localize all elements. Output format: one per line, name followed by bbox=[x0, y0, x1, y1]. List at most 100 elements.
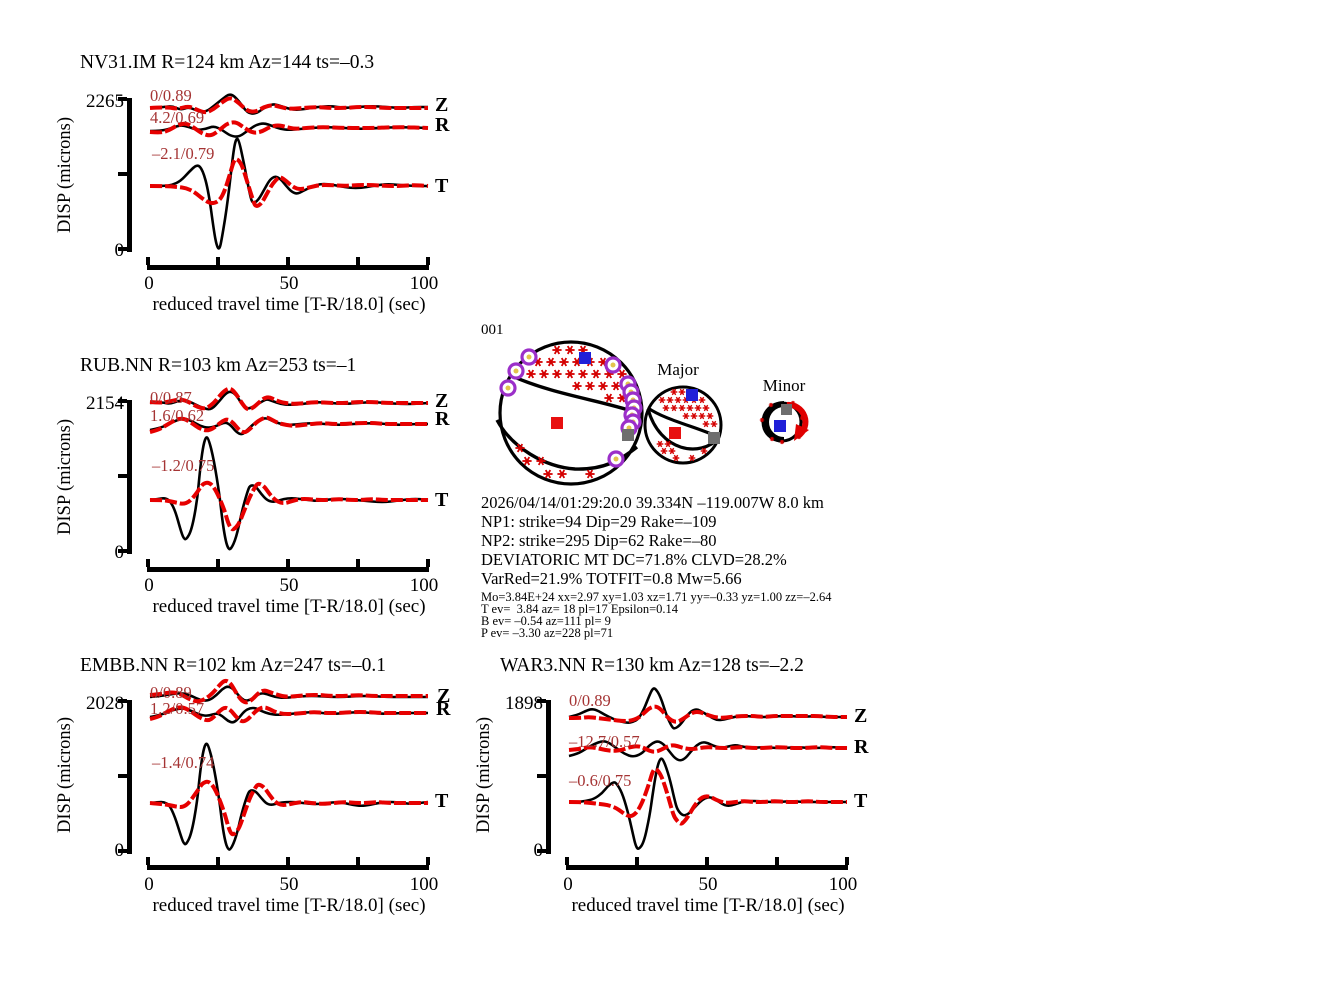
panel3-xtick-50: 50 bbox=[279, 874, 299, 895]
asterisk-stroke bbox=[553, 345, 561, 355]
asterisk-stroke bbox=[800, 415, 804, 421]
asterisk-stroke bbox=[689, 454, 695, 462]
asterisk-stroke bbox=[523, 456, 531, 466]
x-axis-tick bbox=[356, 857, 360, 865]
asterisk-icon bbox=[698, 396, 706, 404]
y-axis-tick bbox=[118, 549, 127, 553]
x-axis-bar bbox=[147, 865, 429, 870]
asterisk-stroke bbox=[669, 447, 675, 455]
asterisk-stroke bbox=[527, 369, 535, 379]
asterisk-stroke bbox=[691, 412, 697, 420]
y-axis-tick bbox=[118, 247, 127, 251]
panel1-ylabel: DISP (microns) bbox=[55, 117, 75, 233]
t-axis-line: T ev= 3.84 az= 18 pl=17 Epsilon=0.14 bbox=[481, 602, 679, 616]
marker-gray-square bbox=[622, 429, 634, 441]
panel1-xtick-0: 0 bbox=[144, 273, 154, 294]
asterisk-stroke bbox=[599, 357, 607, 367]
y-axis-tick bbox=[118, 474, 127, 478]
panel3-fit-r: 1.2/0.57 bbox=[150, 699, 205, 718]
varred-line: VarRed=21.9% TOTFIT=0.8 Mw=5.66 bbox=[481, 569, 742, 588]
panel1-xtick-50: 50 bbox=[279, 273, 299, 294]
asterisk-icon bbox=[666, 396, 674, 404]
asterisk-stroke bbox=[592, 369, 600, 379]
b-axis-line: B ev= –0.54 az=111 pl= 9 bbox=[481, 614, 611, 628]
panel2-fit-z: 0/0.87 bbox=[150, 388, 192, 407]
asterisk-icon bbox=[526, 369, 536, 379]
panel3-xtick-100: 100 bbox=[409, 874, 439, 895]
asterisk-icon bbox=[686, 404, 694, 412]
panel4-xtick-0: 0 bbox=[563, 874, 573, 895]
asterisk-icon bbox=[694, 404, 702, 412]
asterisk-stroke bbox=[566, 345, 574, 355]
asterisk-stroke bbox=[586, 381, 594, 391]
panel2-ylabel: DISP (microns) bbox=[55, 419, 75, 535]
panel4-comp-z: Z bbox=[854, 705, 868, 727]
asterisk-icon bbox=[796, 434, 802, 440]
asterisk-icon bbox=[678, 404, 686, 412]
panel1-ymax: 2265 bbox=[86, 91, 124, 112]
asterisk-stroke bbox=[659, 396, 665, 404]
asterisk-icon bbox=[768, 402, 774, 408]
asterisk-stroke bbox=[544, 469, 552, 479]
panel4-xtick-50: 50 bbox=[698, 874, 718, 895]
panel1-xtick-100: 100 bbox=[409, 273, 439, 294]
asterisk-icon bbox=[552, 369, 562, 379]
asterisk-stroke bbox=[671, 404, 677, 412]
x-axis-tick bbox=[216, 559, 220, 567]
asterisk-icon bbox=[670, 388, 678, 396]
x-axis-tick bbox=[426, 857, 430, 865]
minor-label: Minor bbox=[762, 376, 806, 395]
asterisk-stroke bbox=[683, 412, 689, 420]
panel4-fit-t: –0.6/0.75 bbox=[569, 771, 632, 790]
y-axis-tick bbox=[118, 172, 127, 176]
asterisk-icon bbox=[678, 388, 686, 396]
major-label: Major bbox=[657, 360, 699, 379]
asterisk-stroke bbox=[711, 420, 717, 428]
y-axis-tick bbox=[118, 97, 127, 101]
asterisk-icon bbox=[702, 420, 710, 428]
asterisk-stroke bbox=[663, 404, 669, 412]
p-axis-line: P ev= –3.30 az=228 pl=71 bbox=[481, 626, 614, 640]
asterisk-stroke bbox=[560, 357, 568, 367]
x-axis-tick bbox=[845, 857, 849, 865]
panel2-xlabel: reduced travel time [T-R/18.0] (sec) bbox=[152, 596, 426, 617]
x-axis-tick bbox=[216, 857, 220, 865]
asterisk-stroke bbox=[665, 440, 671, 448]
asterisk-stroke bbox=[573, 357, 581, 367]
panel4-ylabel: DISP (microns) bbox=[474, 717, 494, 833]
asterisk-stroke bbox=[605, 393, 613, 403]
y-axis-bar bbox=[127, 400, 132, 554]
minor-blue-square bbox=[774, 420, 786, 432]
asterisk-stroke bbox=[618, 369, 626, 379]
asterisk-icon bbox=[546, 357, 556, 367]
panel2-ymin: 0 bbox=[114, 542, 125, 563]
x-axis-tick bbox=[286, 257, 290, 265]
panel2-fit-r: 1.6/0.62 bbox=[150, 406, 205, 425]
panel4-xtick-100: 100 bbox=[828, 874, 858, 895]
asterisk-stroke bbox=[671, 388, 677, 396]
panel4-title: WAR3.NN R=130 km Az=128 ts=–2.2 bbox=[500, 655, 804, 676]
asterisk-icon bbox=[578, 369, 588, 379]
asterisk-icon bbox=[604, 393, 614, 403]
x-axis-tick bbox=[146, 559, 150, 567]
x-axis-tick bbox=[426, 559, 430, 567]
asterisk-stroke bbox=[534, 357, 542, 367]
asterisk-icon bbox=[759, 417, 765, 423]
panel2-comp-t: T bbox=[435, 489, 449, 511]
asterisk-icon bbox=[539, 369, 549, 379]
panel2-xtick-50: 50 bbox=[279, 575, 299, 596]
asterisk-stroke bbox=[679, 388, 685, 396]
asterisk-stroke bbox=[599, 381, 607, 391]
panel2-xtick-0: 0 bbox=[144, 575, 154, 596]
asterisk-stroke bbox=[695, 404, 701, 412]
y-axis-bar bbox=[546, 700, 551, 854]
marker-blue-square bbox=[579, 352, 591, 364]
asterisk-stroke bbox=[687, 404, 693, 412]
asterisk-icon bbox=[557, 469, 567, 479]
asterisk-stroke bbox=[553, 369, 561, 379]
panel4-comp-t: T bbox=[854, 790, 868, 812]
panel3-ymin: 0 bbox=[114, 840, 125, 861]
np1-line: NP1: strike=94 Dip=29 Rake=–109 bbox=[481, 512, 717, 531]
asterisk-stroke bbox=[661, 447, 667, 455]
station-marker-center bbox=[610, 362, 616, 368]
